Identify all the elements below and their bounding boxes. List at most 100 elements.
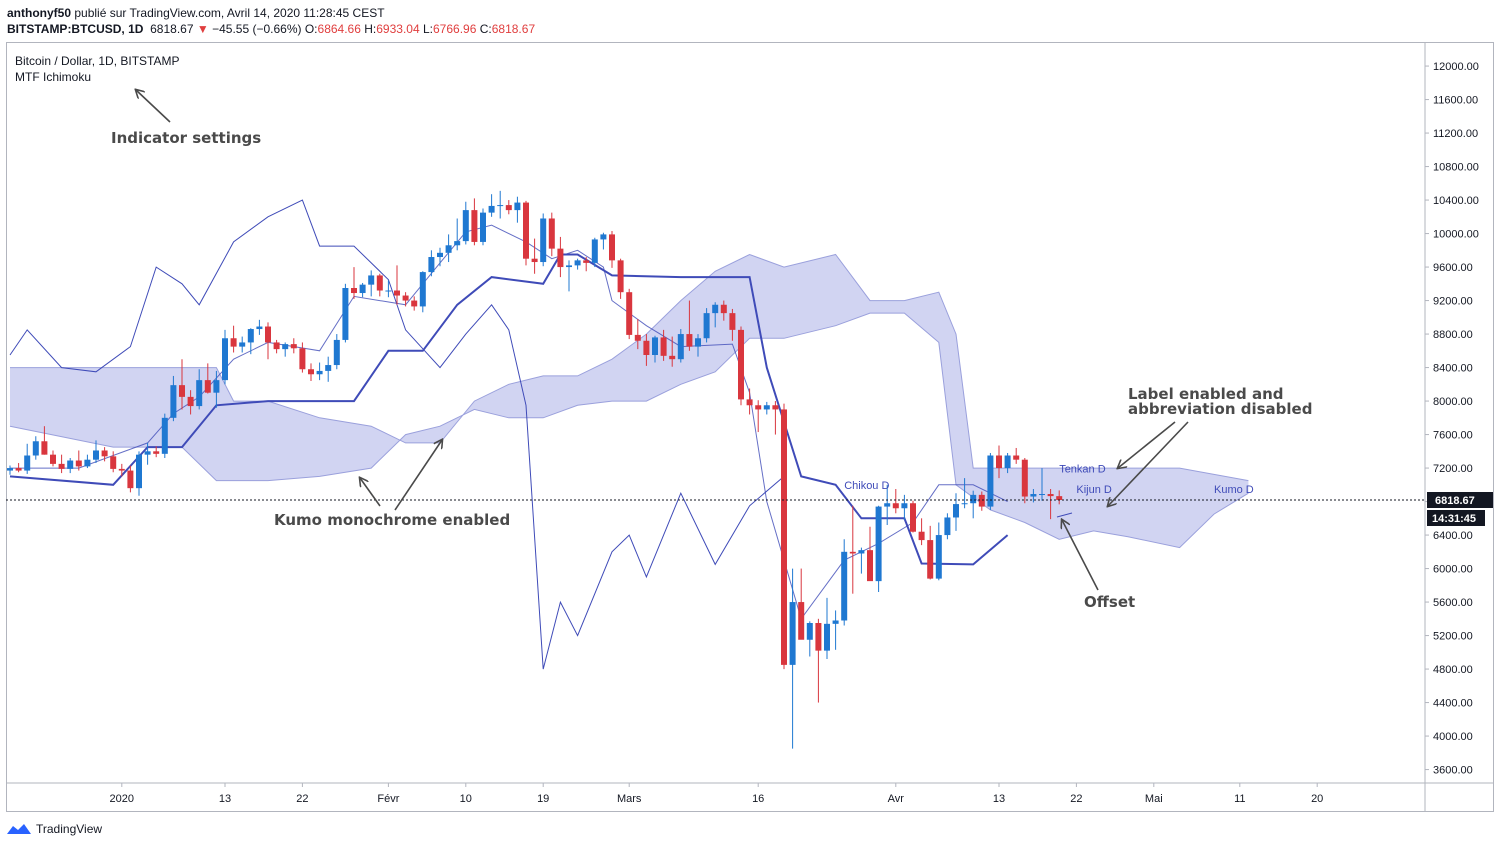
candle-body (634, 334, 641, 341)
candle (213, 370, 220, 408)
candle (290, 338, 297, 354)
candle-body (196, 380, 203, 407)
x-tick-label: 22 (296, 793, 308, 805)
candle-body (953, 504, 959, 518)
candle-body (798, 602, 805, 640)
price-badges: 6818.67 14:31:45 (1427, 492, 1493, 526)
candle (918, 518, 925, 546)
candle-body (987, 455, 994, 507)
candle-body (118, 468, 125, 471)
candle (849, 505, 856, 594)
candle (325, 356, 332, 382)
candle-body (84, 459, 91, 467)
candle-body (583, 260, 590, 263)
footer-brand[interactable]: TradingView (6, 822, 102, 836)
candle (445, 234, 452, 263)
candle (93, 440, 99, 464)
candle-body (75, 460, 82, 467)
high-label: H: (364, 22, 377, 36)
candle (161, 413, 168, 459)
candle (789, 568, 796, 749)
x-tick-label: 11 (1234, 793, 1245, 805)
candle-body (789, 602, 796, 665)
candle (480, 208, 486, 246)
candle-body (110, 456, 117, 469)
candle (342, 283, 349, 343)
y-tick-label: 10400.00 (1433, 195, 1479, 207)
candle-body (204, 380, 211, 393)
x-tick-label: 13 (219, 793, 231, 805)
candle (703, 308, 710, 343)
candle (110, 451, 117, 473)
candle-body (523, 202, 529, 259)
candle (858, 547, 865, 574)
y-tick-label: 7600.00 (1433, 430, 1473, 442)
candle (978, 491, 985, 511)
candle (84, 454, 91, 469)
candle-body (58, 463, 65, 469)
low-value: 6766.96 (433, 22, 477, 36)
candle (7, 465, 13, 475)
candle-body (609, 234, 615, 261)
candle-body (93, 450, 99, 460)
candle-body (832, 620, 839, 624)
candle (419, 271, 426, 313)
candle-body (927, 540, 934, 579)
candle (927, 525, 934, 580)
candle (75, 450, 82, 471)
y-tick-label: 11600.00 (1433, 95, 1478, 107)
publish-line: anthonyf50 publié sur TradingView.com, A… (7, 6, 385, 20)
annotation-label-enabled-2: abbreviation disabled (1128, 400, 1313, 418)
candle (256, 319, 263, 335)
candle (359, 282, 366, 298)
candle-body (566, 265, 572, 268)
candle-body (867, 550, 873, 582)
candle (591, 237, 598, 268)
candle (144, 442, 151, 465)
symbol[interactable]: BITSTAMP:BTCUSD, 1D (7, 22, 144, 36)
candle (41, 426, 48, 455)
candle-body (978, 494, 985, 507)
y-tick-label: 12000.00 (1433, 61, 1479, 73)
candle (204, 363, 211, 394)
candle (781, 403, 787, 670)
candle-body (643, 340, 650, 356)
candle (239, 336, 246, 353)
low-label: L: (422, 22, 433, 36)
author[interactable]: anthonyf50 (7, 6, 72, 20)
candle (634, 318, 641, 350)
candle-body (1004, 455, 1011, 469)
candle-body (935, 535, 942, 579)
open-label: O: (304, 22, 318, 36)
candle-body (497, 205, 504, 207)
x-tick-label: 10 (460, 793, 472, 805)
x-tick-label: Mars (617, 793, 642, 805)
candle-body (351, 288, 357, 294)
arrow-label-tenkan (1118, 421, 1176, 468)
candle (686, 300, 693, 351)
candle-body (712, 304, 719, 314)
candle (944, 513, 951, 540)
x-tick-label: Mai (1145, 793, 1163, 805)
candle-body (849, 551, 856, 554)
countdown-badge: 14:31:45 (1427, 510, 1485, 526)
candle-body (1056, 496, 1063, 500)
chart-legend-title[interactable]: Bitcoin / Dollar, 1D, BITSTAMP (15, 54, 180, 68)
candle (531, 238, 538, 274)
candle (557, 236, 564, 278)
x-tick-label: 20 (1311, 793, 1323, 805)
candle-body (1047, 494, 1054, 497)
candle-body (411, 300, 418, 307)
candle (755, 400, 762, 433)
candle (660, 329, 667, 361)
candle (841, 539, 848, 626)
candle-body (884, 503, 891, 507)
candle-body (531, 258, 538, 263)
candle-body (385, 290, 392, 292)
annotation-indicator-settings: Indicator settings (111, 129, 262, 147)
indicator-legend[interactable]: MTF Ichimoku (15, 70, 92, 84)
candle (901, 494, 908, 520)
candle (101, 447, 108, 462)
last-price-badge-text: 6818.67 (1435, 495, 1475, 507)
